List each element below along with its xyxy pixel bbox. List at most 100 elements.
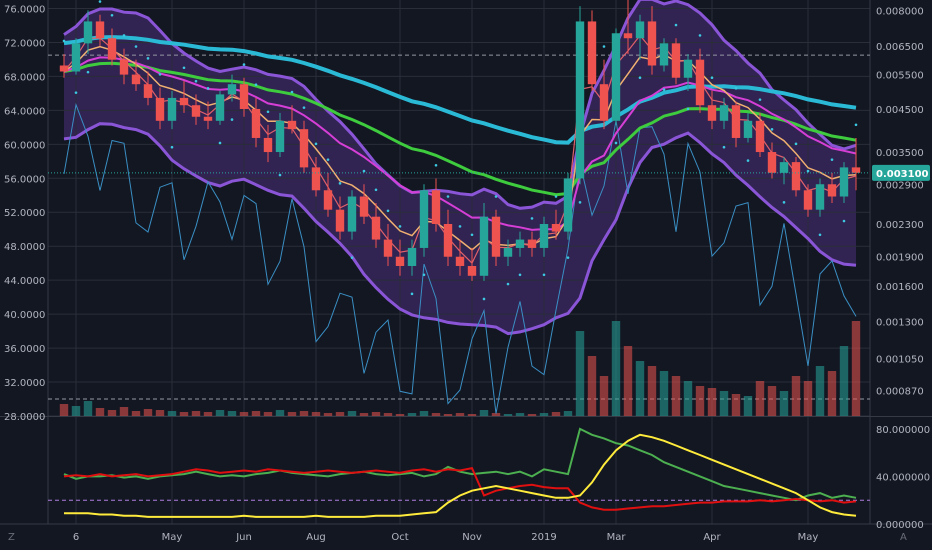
candle-body[interactable] — [431, 190, 441, 224]
candle-body[interactable] — [95, 21, 105, 39]
candle-body[interactable] — [299, 129, 309, 168]
candle-body[interactable] — [611, 33, 621, 121]
candle-body[interactable] — [803, 190, 813, 210]
volume-bar — [227, 411, 237, 416]
candle-body[interactable] — [707, 105, 717, 121]
candle-body[interactable] — [839, 167, 849, 197]
candle-body[interactable] — [119, 59, 129, 75]
volume-bar — [299, 411, 309, 416]
volume-bar — [743, 396, 753, 416]
candle-body[interactable] — [443, 223, 453, 257]
candle-body[interactable] — [179, 97, 189, 106]
candle-body[interactable] — [251, 108, 261, 138]
candle-body[interactable] — [371, 216, 381, 240]
thin-indicator-line — [63, 102, 857, 414]
candle-body[interactable] — [827, 184, 837, 197]
candle-body[interactable] — [647, 21, 657, 66]
volume-bar — [275, 410, 285, 416]
candle-body[interactable] — [191, 105, 201, 117]
candle-body[interactable] — [479, 216, 489, 276]
psar-dot — [482, 297, 486, 301]
candle-body[interactable] — [659, 43, 669, 66]
candle-body[interactable] — [347, 196, 357, 232]
candle-body[interactable] — [683, 59, 693, 78]
candle-body[interactable] — [779, 162, 789, 173]
candle-body[interactable] — [275, 120, 285, 153]
candle-body[interactable] — [743, 120, 753, 138]
psar-dot — [206, 87, 210, 90]
candle-body[interactable] — [239, 84, 249, 109]
candle-body[interactable] — [599, 84, 609, 121]
candle-body[interactable] — [539, 223, 549, 248]
candle-body[interactable] — [563, 178, 573, 232]
candle-body[interactable] — [467, 265, 477, 276]
psar-dot — [722, 145, 726, 149]
candle-body[interactable] — [167, 97, 177, 121]
candle-body[interactable] — [263, 137, 273, 153]
psar-dot — [362, 169, 366, 173]
candle-body[interactable] — [527, 239, 537, 248]
volume-bar — [467, 414, 477, 416]
candle-body[interactable] — [623, 33, 633, 39]
psar-dot — [770, 128, 774, 131]
candle-body[interactable] — [767, 152, 777, 173]
candle-body[interactable] — [455, 256, 465, 266]
candle-body[interactable] — [395, 256, 405, 266]
volume-bar — [695, 386, 705, 416]
candle-body[interactable] — [419, 190, 429, 248]
volume-bar — [431, 413, 441, 416]
candle-body[interactable] — [143, 84, 153, 98]
shaded-cloud — [64, 0, 856, 334]
psar-dot — [830, 158, 834, 161]
candle-body[interactable] — [215, 94, 225, 121]
candle-body[interactable] — [503, 247, 513, 257]
candle-body[interactable] — [59, 65, 69, 72]
candle-body[interactable] — [383, 239, 393, 257]
volume-bar — [131, 411, 141, 416]
candle-body[interactable] — [551, 223, 561, 232]
auto-scale-button[interactable]: A — [900, 532, 907, 543]
candle-body[interactable] — [323, 190, 333, 210]
volume-bar — [119, 407, 129, 416]
zoom-button[interactable]: Z — [8, 532, 15, 543]
candle-body[interactable] — [587, 21, 597, 85]
candle-body[interactable] — [359, 196, 369, 217]
osc-axis-tick: 40.000000 — [876, 472, 930, 483]
candle-body[interactable] — [515, 239, 525, 248]
psar-dot — [434, 163, 438, 167]
candle-body[interactable] — [491, 216, 501, 257]
candle-body[interactable] — [407, 247, 417, 266]
candle-body[interactable] — [851, 167, 861, 173]
candle-body[interactable] — [671, 43, 681, 78]
candle-body[interactable] — [695, 59, 705, 106]
psar-dot — [638, 76, 642, 80]
psar-dot — [614, 141, 618, 145]
psar-dot — [230, 118, 234, 121]
candle-body[interactable] — [311, 167, 321, 191]
candle-body[interactable] — [335, 209, 345, 232]
candle-body[interactable] — [287, 120, 297, 130]
psar-dot — [854, 123, 858, 127]
candle-body[interactable] — [131, 74, 141, 85]
time-axis-tick: 2019 — [531, 532, 556, 543]
candle-body[interactable] — [719, 105, 729, 121]
candle-body[interactable] — [83, 21, 93, 44]
last-price-label: 0.003100 — [876, 169, 929, 180]
candle-body[interactable] — [155, 97, 165, 121]
candle-layer[interactable] — [59, 0, 861, 281]
candle-body[interactable] — [71, 43, 81, 72]
axis-layer: 76.0000 72.0000 68.0000 64.0000 60.0000 56.00… — [4, 4, 930, 543]
candle-body[interactable] — [791, 162, 801, 191]
candle-body[interactable] — [635, 21, 645, 39]
candle-body[interactable] — [575, 21, 585, 179]
psar-layer — [62, 0, 858, 301]
candle-body[interactable] — [815, 184, 825, 210]
band-layer — [63, 0, 857, 414]
candle-body[interactable] — [227, 84, 237, 95]
candle-body[interactable] — [203, 116, 213, 121]
candle-body[interactable] — [755, 120, 765, 153]
candle-body[interactable] — [731, 105, 741, 138]
osc-axis-tick: 0.000000 — [876, 520, 924, 531]
candle-body[interactable] — [107, 38, 117, 60]
